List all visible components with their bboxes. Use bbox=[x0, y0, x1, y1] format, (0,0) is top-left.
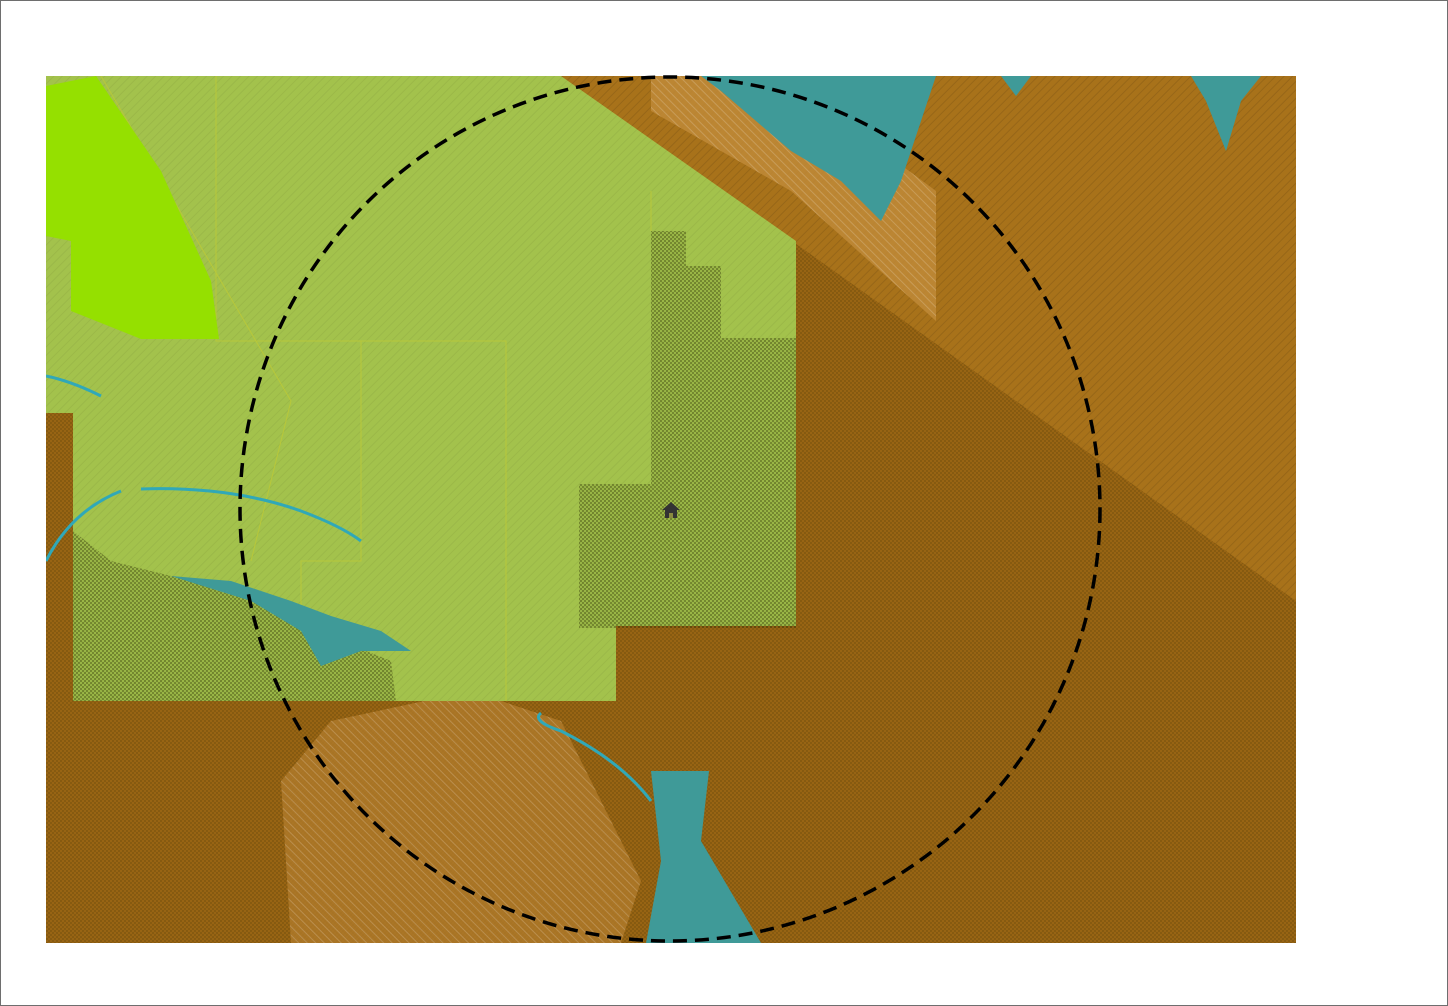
checkered-zone bbox=[579, 231, 796, 628]
bright-green-zone bbox=[46, 76, 219, 339]
streams bbox=[46, 374, 653, 802]
orange-patch-texture bbox=[281, 691, 641, 943]
home-marker bbox=[662, 502, 680, 518]
search-radius bbox=[238, 75, 1102, 943]
checkered-zone-west bbox=[73, 531, 396, 701]
orange-band-texture bbox=[651, 76, 936, 321]
water bbox=[171, 76, 1261, 943]
